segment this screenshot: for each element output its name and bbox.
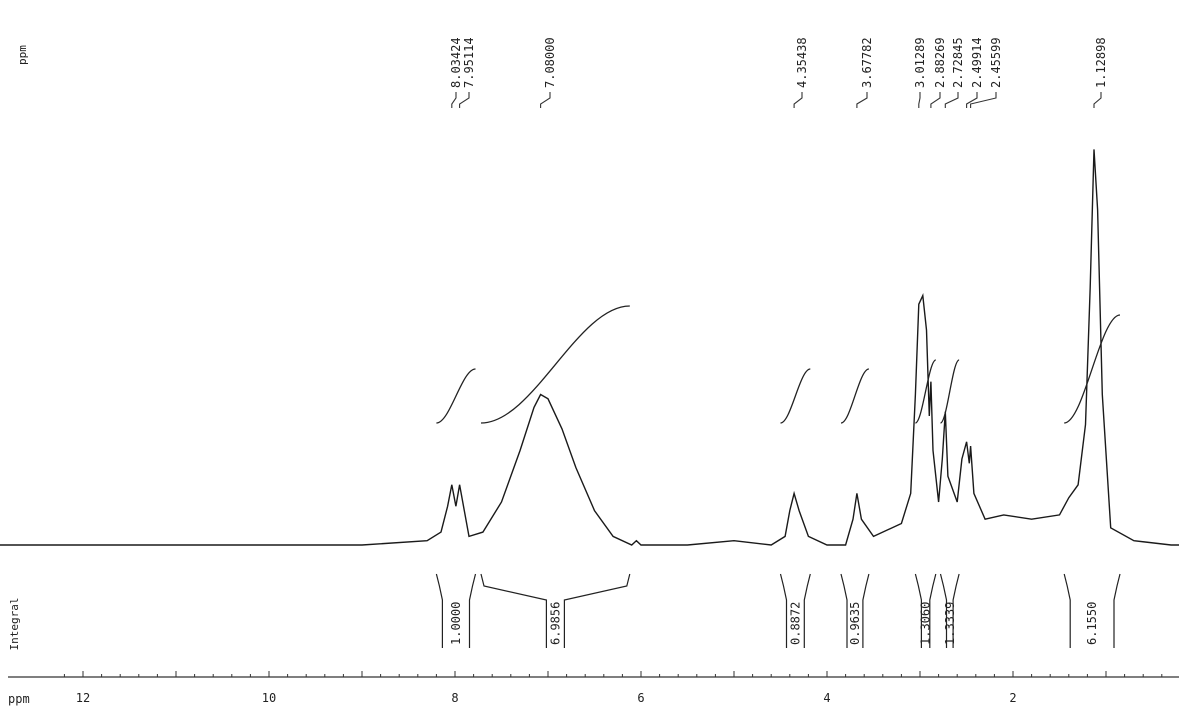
peak-labels: 8.03424 7.95114 7.08000 4.35438 3.67782 3.012… — [449, 37, 1108, 108]
x-tick-label-10: 10 — [262, 691, 276, 705]
integral-brackets: 1.0000 6.9856 0.8872 0.9635 1.3060 1.3339 6.15… — [435, 573, 1121, 648]
integral-bracket — [435, 573, 477, 648]
peak-label-2-72845: 2.72845 — [951, 37, 965, 88]
peak-leader-line — [1093, 92, 1102, 108]
peak-leader-line — [459, 92, 470, 108]
peak-label-2-88269: 2.88269 — [933, 37, 947, 88]
x-tick-label-12: 12 — [76, 691, 90, 705]
peak-label-2-45599: 2.45599 — [989, 37, 1003, 88]
spectrum-line — [0, 149, 1179, 546]
integral-curve — [914, 359, 937, 424]
integral-bracket — [779, 573, 811, 648]
peak-leader-line — [856, 92, 868, 108]
x-tick-label-2: 2 — [1009, 691, 1016, 705]
integral-curve — [436, 368, 476, 424]
integral-curve — [1064, 314, 1121, 424]
x-tick-label-8: 8 — [451, 691, 458, 705]
integral-bracket — [1063, 573, 1121, 648]
peak-leader-line — [944, 92, 959, 108]
peak-label-8-03424: 8.03424 — [449, 37, 463, 88]
x-axis-label: ppm — [8, 692, 30, 706]
x-tick-label-4: 4 — [823, 691, 830, 705]
integral-value-0-9635: 0.9635 — [848, 602, 862, 645]
integral-curve — [939, 359, 960, 424]
integral-value-6-9856: 6.9856 — [548, 602, 562, 645]
integral-bracket — [939, 573, 960, 648]
integral-bracket — [480, 573, 631, 648]
peak-leader-line — [793, 92, 803, 108]
peak-leader-line — [918, 92, 921, 108]
integral-curve — [480, 305, 630, 424]
integral-curves — [436, 305, 1121, 424]
peak-label-7-95114: 7.95114 — [462, 37, 476, 88]
peak-label-3-67782: 3.67782 — [860, 37, 874, 88]
integral-value-6-1550: 6.1550 — [1085, 602, 1099, 645]
peak-label-2-49914: 2.49914 — [970, 37, 984, 88]
integral-bracket — [840, 573, 870, 648]
peak-leader-line — [966, 92, 978, 108]
integral-value-1-0000: 1.0000 — [449, 602, 463, 645]
x-tick-label-6: 6 — [637, 691, 644, 705]
peak-leader-line — [930, 92, 941, 108]
peak-leader-line — [970, 92, 997, 108]
integral-value-1-3060: 1.3060 — [919, 602, 933, 645]
integral-curve — [780, 368, 811, 424]
peak-label-1-12898: 1.12898 — [1094, 37, 1108, 88]
integral-value-1-3339: 1.3339 — [943, 602, 957, 645]
x-axis-ticks: 12 10 8 6 4 2 — [63, 671, 1163, 705]
integral-value-0-8872: 0.8872 — [788, 602, 802, 645]
integral-bracket — [914, 573, 937, 648]
peak-label-3-01289: 3.01289 — [913, 37, 927, 88]
peak-label-4-35438: 4.35438 — [795, 37, 809, 88]
y-axis-unit-label: ppm — [16, 45, 29, 65]
peak-leader-line — [451, 92, 457, 108]
peak-label-7-08000: 7.08000 — [543, 37, 557, 88]
peak-leader-line — [540, 92, 551, 108]
integral-curve — [840, 368, 870, 424]
integral-axis-label: Integral — [8, 598, 21, 651]
